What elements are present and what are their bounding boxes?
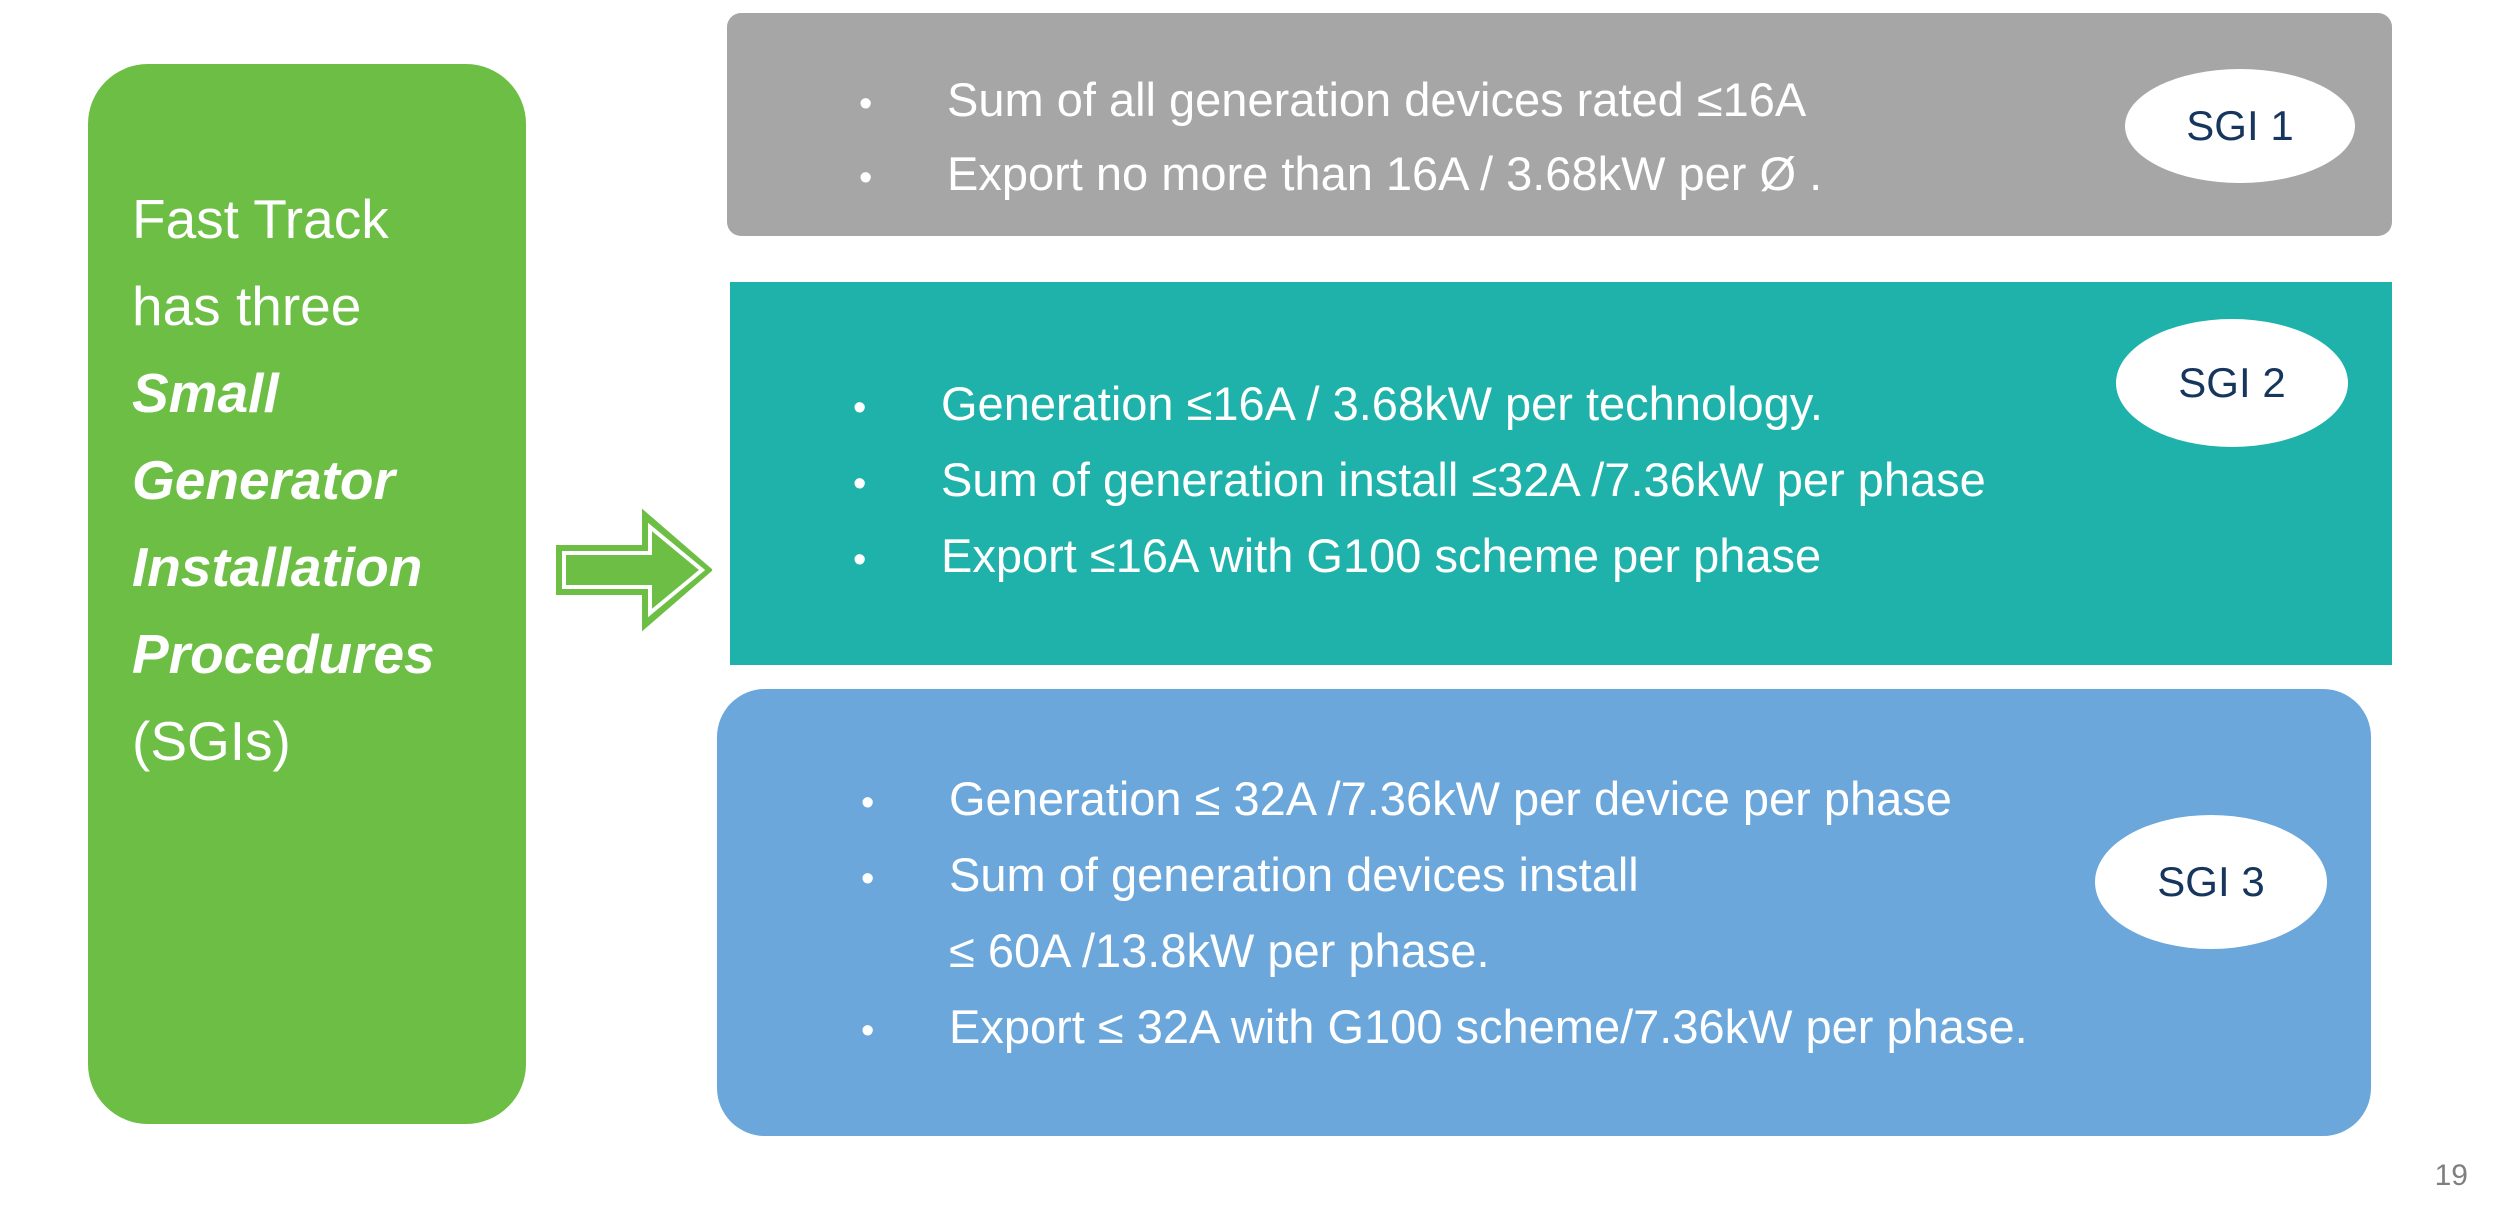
- sgi1-badge: SGI 1: [2125, 69, 2355, 183]
- sgi3-box: • Generation ≤ 32A /7.36kW per device pe…: [717, 689, 2371, 1136]
- sgi2-box: • Generation ≤16A / 3.68kW per technolog…: [730, 282, 2392, 665]
- sgi1-bullets: • Sum of all generation devices rated ≤1…: [859, 65, 2392, 213]
- left-panel-line: has three: [132, 275, 362, 337]
- left-panel-line: Installation: [132, 536, 423, 598]
- left-panel-line: Small: [132, 362, 279, 424]
- sgi2-badge-label: SGI 2: [2178, 359, 2286, 406]
- bullet-text: Export ≤ 32A with G100 scheme/7.36kW per…: [949, 1000, 2028, 1053]
- bullet-item: • Export no more than 16A / 3.68kW per Ø…: [859, 139, 2392, 213]
- bullet-item: • Sum of all generation devices rated ≤1…: [859, 65, 2392, 139]
- sgi3-bullets: • Generation ≤ 32A /7.36kW per device pe…: [861, 763, 2371, 1067]
- bullet-marker: •: [859, 157, 873, 199]
- bullet-text: Export no more than 16A / 3.68kW per Ø .: [947, 147, 1823, 200]
- sgi1-badge-label: SGI 1: [2186, 102, 2294, 149]
- bullet-marker: •: [861, 1010, 875, 1052]
- left-panel-line: (SGIs): [132, 710, 291, 772]
- left-panel-line: Generator: [132, 449, 395, 511]
- sgi2-badge: SGI 2: [2116, 319, 2348, 447]
- page-number: 19: [2434, 1159, 2468, 1192]
- sgi2-bullets: • Generation ≤16A / 3.68kW per technolog…: [853, 368, 2392, 596]
- bullet-text: Sum of all generation devices rated ≤16A: [947, 73, 1807, 126]
- right-arrow-icon: [556, 508, 712, 632]
- bullet-item: • Export ≤16A with G100 scheme per phase: [853, 520, 2392, 596]
- bullet-item: • Sum of generation install ≤32A /7.36kW…: [853, 444, 2392, 520]
- left-panel: Fast Track has three Small Generator Ins…: [88, 64, 526, 1124]
- bullet-continuation: • ≤ 60A /13.8kW per phase.: [861, 915, 2371, 991]
- bullet-marker: •: [853, 539, 867, 581]
- bullet-marker: •: [859, 83, 873, 125]
- bullet-item: • Sum of generation devices install: [861, 839, 2371, 915]
- bullet-text: Generation ≤ 32A /7.36kW per device per …: [949, 772, 1952, 825]
- sgi3-badge-label: SGI 3: [2157, 858, 2265, 905]
- bullet-marker: •: [853, 387, 867, 429]
- bullet-text: Sum of generation install ≤32A /7.36kW p…: [941, 453, 1986, 506]
- bullet-text: Sum of generation devices install: [949, 848, 1639, 901]
- sgi1-box: • Sum of all generation devices rated ≤1…: [727, 13, 2392, 236]
- bullet-item: • Export ≤ 32A with G100 scheme/7.36kW p…: [861, 991, 2371, 1067]
- bullet-text: Export ≤16A with G100 scheme per phase: [941, 529, 1822, 582]
- bullet-marker: •: [861, 858, 875, 900]
- bullet-marker: •: [861, 782, 875, 824]
- bullet-text: ≤ 60A /13.8kW per phase.: [949, 924, 1490, 977]
- left-panel-line: Procedures: [132, 623, 435, 685]
- sgi3-badge: SGI 3: [2095, 815, 2327, 949]
- bullet-item: • Generation ≤16A / 3.68kW per technolog…: [853, 368, 2392, 444]
- left-panel-line: Fast Track: [132, 188, 389, 250]
- bullet-item: • Generation ≤ 32A /7.36kW per device pe…: [861, 763, 2371, 839]
- bullet-text: Generation ≤16A / 3.68kW per technology.: [941, 377, 1823, 430]
- bullet-marker: •: [853, 463, 867, 505]
